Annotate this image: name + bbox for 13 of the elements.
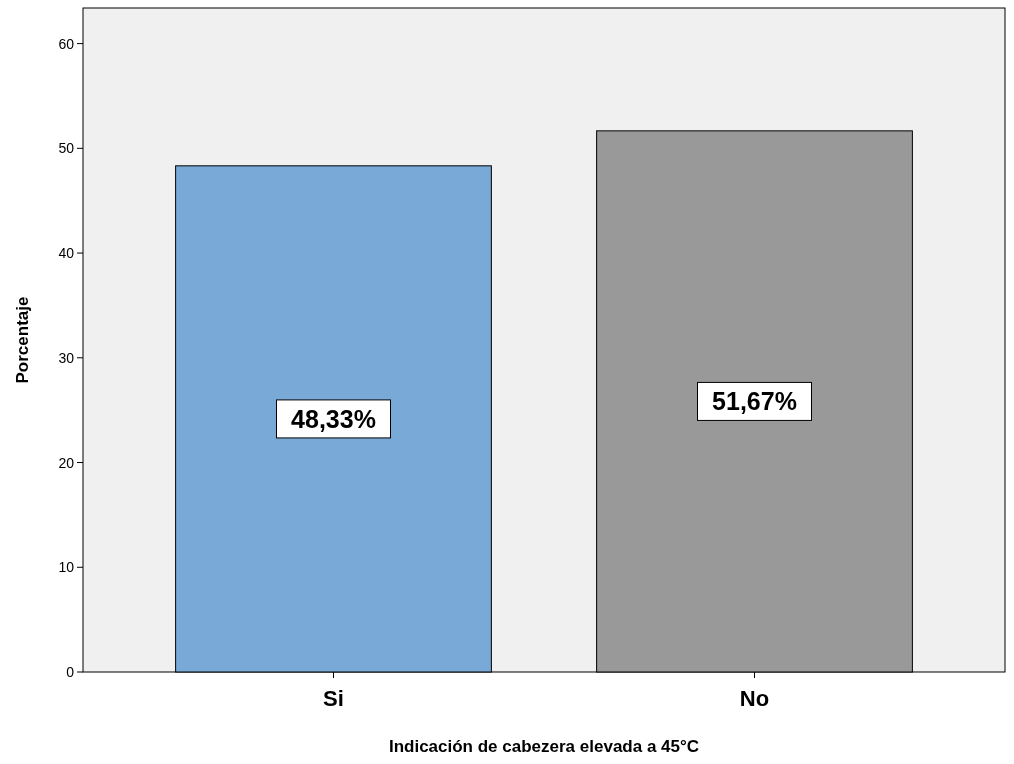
data-label: 48,33% (291, 404, 376, 433)
y-axis-title: Porcentaje (13, 296, 32, 384)
y-tick-label: 30 (58, 349, 75, 366)
x-tick-label: No (739, 686, 770, 711)
y-tick-label: 0 (66, 664, 75, 680)
y-tick-label: 60 (58, 35, 75, 52)
y-tick-label: 10 (58, 559, 75, 576)
y-tick-label: 40 (58, 245, 75, 262)
y-tick-label: 20 (58, 454, 75, 471)
data-label: 51,67% (712, 387, 797, 416)
y-tick-label: 50 (58, 140, 75, 157)
x-axis-title: Indicación de cabezera elevada a 45°C (388, 737, 700, 756)
x-tick-label: Si (323, 686, 344, 711)
